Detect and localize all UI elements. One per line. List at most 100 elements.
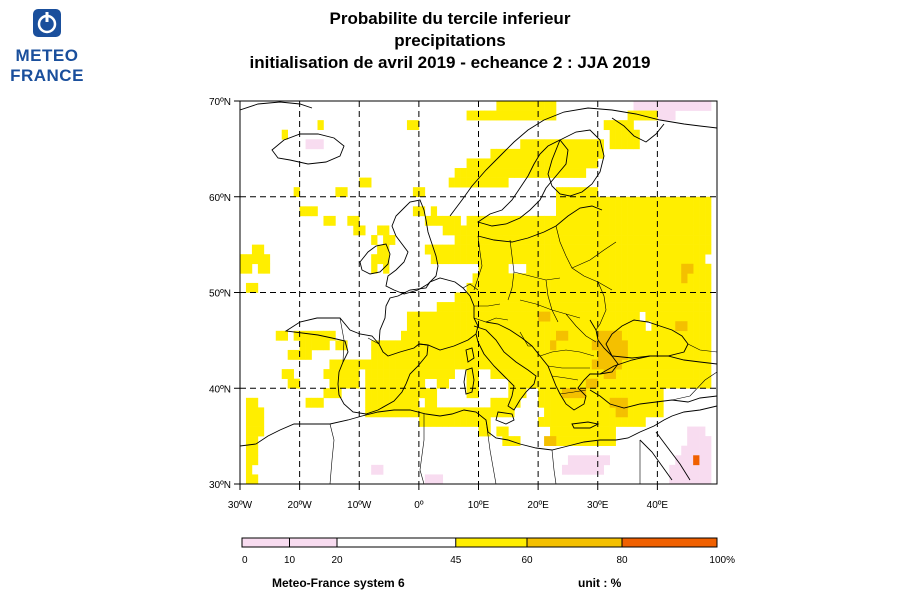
probability-cell [627, 263, 634, 274]
probability-cell [472, 369, 479, 379]
probability-cell [639, 359, 646, 370]
probability-cell [603, 206, 610, 217]
probability-cell [490, 263, 497, 274]
probability-cell [496, 426, 503, 437]
probability-cell [651, 321, 658, 332]
probability-cell [663, 321, 670, 332]
probability-cell [424, 397, 432, 408]
probability-cell [412, 340, 420, 351]
probability-cell [663, 330, 670, 341]
probability-cell [609, 235, 616, 245]
probability-cell [567, 369, 575, 379]
probability-cell [245, 263, 253, 274]
probability-cell [639, 292, 646, 303]
probability-cell [556, 215, 563, 226]
coastline-finland [547, 129, 605, 197]
probability-cell [579, 187, 587, 198]
probability-cell [508, 397, 515, 408]
unit-label: unit : % [578, 576, 622, 590]
probability-cell [478, 177, 485, 188]
probability-cell [615, 196, 622, 207]
probability-cell [681, 330, 688, 341]
probability-cell [645, 110, 652, 121]
probability-cell [609, 340, 616, 351]
probability-cell [663, 378, 670, 389]
probability-cell [532, 215, 539, 226]
probability-cell [609, 330, 616, 341]
probability-cell [484, 340, 491, 351]
probability-cell [651, 407, 658, 418]
probability-cell [639, 101, 646, 111]
probability-cell [371, 397, 378, 408]
probability-cell [383, 254, 390, 265]
probability-cell [597, 235, 605, 245]
probability-cell [561, 416, 569, 427]
probability-cell [532, 168, 539, 178]
probability-cell [693, 349, 700, 360]
probability-cell [669, 225, 676, 236]
probability-cell [681, 254, 688, 265]
probability-cell [550, 244, 557, 255]
probability-cell [472, 378, 479, 389]
probability-cell [561, 292, 569, 303]
probability-cell [687, 282, 694, 293]
probability-cell [424, 215, 432, 226]
probability-cell [597, 225, 605, 236]
probability-cell [633, 110, 640, 121]
probability-cell [609, 244, 616, 255]
probability-cell [532, 263, 539, 274]
probability-cell [454, 254, 461, 265]
probability-cell [603, 369, 610, 379]
probability-cell [705, 235, 712, 245]
probability-cell [627, 407, 634, 418]
probability-cell [526, 292, 533, 303]
probability-cell [657, 378, 664, 389]
probability-cell [478, 311, 485, 322]
probability-cell [520, 378, 527, 389]
probability-cell [418, 388, 426, 399]
probability-cell [550, 254, 557, 265]
probability-cell [663, 101, 670, 111]
probability-cell [699, 330, 706, 341]
probability-cell [520, 311, 527, 322]
probability-cell [526, 254, 533, 265]
probability-cell [550, 330, 557, 341]
probability-cell [520, 148, 527, 159]
probability-cell [579, 330, 587, 341]
probability-cell [502, 148, 509, 159]
probability-cell [508, 101, 515, 111]
probability-cell [502, 282, 509, 293]
probability-cell [627, 120, 634, 131]
probability-cell [609, 359, 616, 370]
probability-cell [466, 244, 473, 255]
probability-cell [693, 340, 700, 351]
probability-cell [645, 407, 652, 418]
probability-cell [293, 378, 300, 389]
probability-cell [490, 311, 497, 322]
probability-cell [651, 101, 658, 111]
probability-cell [573, 244, 581, 255]
probability-cell [615, 206, 622, 217]
probability-cell [621, 206, 628, 217]
probability-cell [299, 330, 306, 341]
probability-cell [245, 464, 253, 475]
colorbar-segment [455, 538, 527, 547]
probability-cell [257, 254, 265, 265]
probability-cell [484, 349, 491, 360]
probability-cell [245, 445, 253, 456]
probability-cell [705, 311, 712, 322]
probability-cell [621, 273, 628, 284]
probability-cell [556, 244, 563, 255]
probability-cell [502, 244, 509, 255]
probability-cell [466, 177, 473, 188]
probability-cell [639, 302, 646, 312]
probability-cell [567, 158, 575, 169]
probability-cell [621, 407, 628, 418]
probability-cell [579, 168, 587, 178]
probability-cell [687, 196, 694, 207]
probability-cell [329, 388, 336, 399]
probability-cell [496, 225, 503, 236]
probability-cell [573, 455, 581, 466]
probability-cell [699, 464, 706, 475]
colorbar-label: 45 [450, 555, 462, 566]
